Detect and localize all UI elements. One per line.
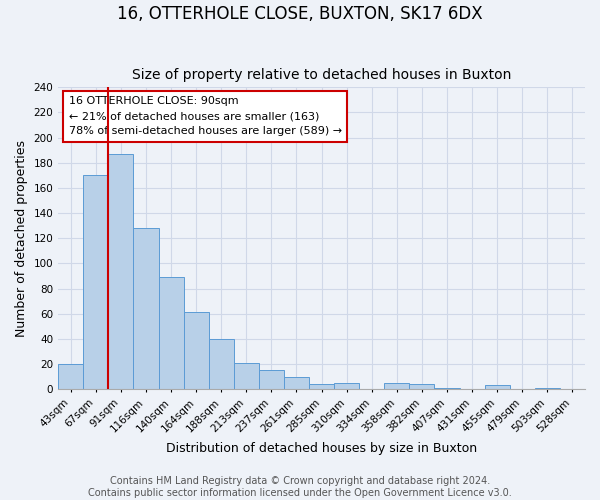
Bar [309, 384, 334, 389]
Bar [234, 363, 259, 389]
Bar [58, 364, 83, 389]
Title: Size of property relative to detached houses in Buxton: Size of property relative to detached ho… [132, 68, 511, 82]
Y-axis label: Number of detached properties: Number of detached properties [15, 140, 28, 337]
Text: 16 OTTERHOLE CLOSE: 90sqm
← 21% of detached houses are smaller (163)
78% of semi: 16 OTTERHOLE CLOSE: 90sqm ← 21% of detac… [69, 96, 342, 136]
Text: Contains HM Land Registry data © Crown copyright and database right 2024.
Contai: Contains HM Land Registry data © Crown c… [88, 476, 512, 498]
Bar [535, 388, 560, 389]
Text: 16, OTTERHOLE CLOSE, BUXTON, SK17 6DX: 16, OTTERHOLE CLOSE, BUXTON, SK17 6DX [117, 5, 483, 23]
Bar [133, 228, 158, 389]
X-axis label: Distribution of detached houses by size in Buxton: Distribution of detached houses by size … [166, 442, 477, 455]
Bar [259, 370, 284, 389]
Bar [209, 339, 234, 389]
Bar [485, 386, 510, 389]
Bar [409, 384, 434, 389]
Bar [184, 312, 209, 389]
Bar [109, 154, 133, 389]
Bar [334, 383, 359, 389]
Bar [434, 388, 460, 389]
Bar [83, 176, 109, 389]
Bar [284, 376, 309, 389]
Bar [385, 383, 409, 389]
Bar [158, 277, 184, 389]
